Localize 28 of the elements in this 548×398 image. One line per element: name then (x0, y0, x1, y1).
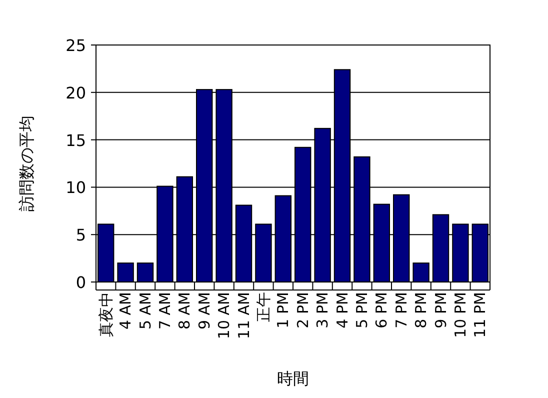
x-tick-label: 5 AM (136, 292, 154, 330)
x-axis-title: 時間 (277, 369, 309, 388)
x-tick-label: 2 PM (294, 292, 312, 328)
y-tick-label: 25 (66, 36, 86, 55)
y-axis-title: 訪問数の平均 (17, 116, 36, 212)
x-tick-label: 真夜中 (96, 292, 115, 337)
x-tick-label: 10 AM (215, 292, 234, 340)
x-tick-label: 8 AM (176, 292, 194, 330)
x-tick-label: 4 PM (333, 292, 352, 328)
y-tick-label: 20 (66, 83, 86, 102)
x-tick-label: 7 AM (156, 292, 174, 330)
x-tick-label: 3 PM (314, 292, 332, 328)
x-tick-label: 8 PM (412, 292, 430, 328)
y-tick-label: 0 (76, 273, 86, 292)
x-tick-label: 7 PM (392, 292, 410, 328)
x-tick-label: 1 PM (274, 292, 292, 328)
x-tick-label: 11 AM (234, 292, 253, 340)
y-tick-label: 10 (66, 178, 86, 198)
x-tick-label: 正午 (254, 292, 272, 322)
y-tick-label: 15 (66, 130, 86, 150)
x-tick-label: 11 PM (471, 292, 490, 338)
x-tick-label: 9 AM (195, 292, 214, 330)
x-tick-label: 9 PM (432, 292, 450, 328)
y-tick-label: 5 (76, 226, 86, 245)
x-tick-label: 6 PM (372, 292, 391, 328)
x-tick-label: 5 PM (352, 292, 371, 328)
x-tick-label: 10 PM (451, 292, 470, 338)
x-tick-label: 4 AM (116, 292, 135, 330)
